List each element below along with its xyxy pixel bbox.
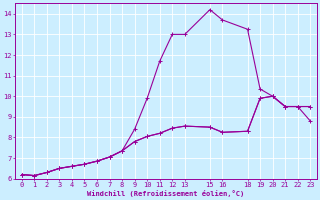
X-axis label: Windchill (Refroidissement éolien,°C): Windchill (Refroidissement éolien,°C) xyxy=(87,190,244,197)
